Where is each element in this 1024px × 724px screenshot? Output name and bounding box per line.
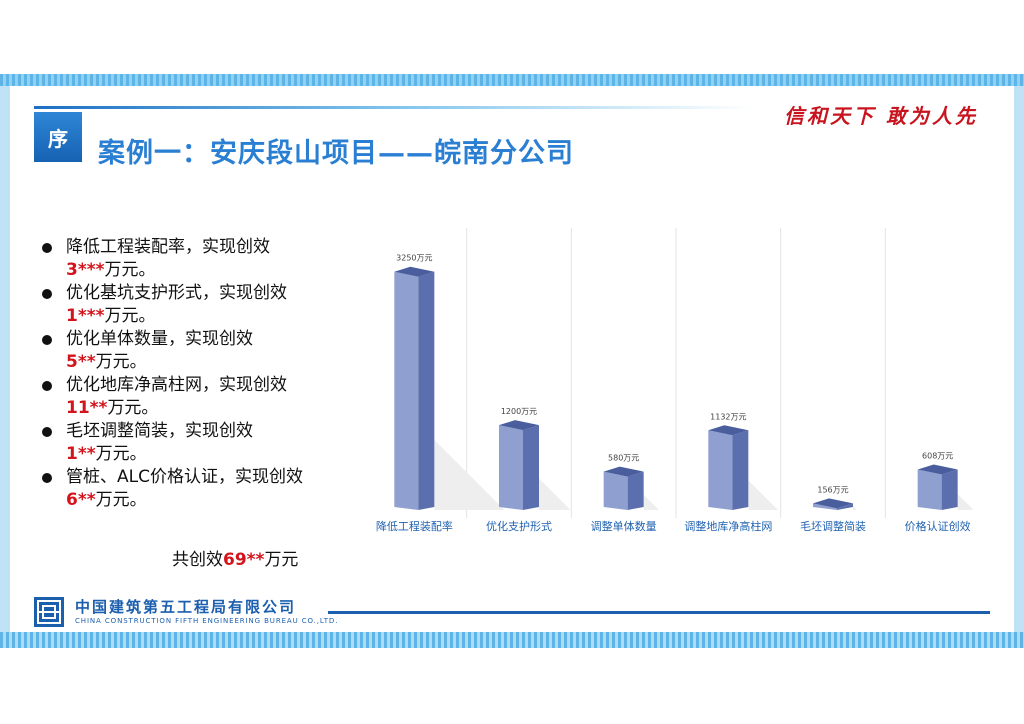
footer-divider [328, 611, 990, 614]
slogan: 信和天下 敢为人先 [784, 104, 978, 128]
bar-top [917, 464, 958, 475]
list-item: 优化单体数量，实现创效 5**万元。 [40, 328, 310, 374]
bar [917, 469, 942, 510]
company-name-cn: 中国建筑第五工程局有限公司 [75, 598, 297, 616]
bullet-value: 3*** [66, 260, 105, 280]
bar-top [813, 498, 853, 509]
bullet-icon [42, 243, 52, 253]
bar-top [394, 266, 435, 277]
bullet-value: 6** [66, 490, 96, 510]
category-label: 优化支护形式 [486, 519, 552, 533]
bullet-unit: 万元。 [104, 260, 156, 280]
category-label: 降低工程装配率 [376, 519, 453, 533]
bullet-text: 毛坯调整简装，实现创效 [66, 421, 253, 441]
bar-shadow [643, 494, 659, 510]
list-item: 毛坯调整简装，实现创效 1**万元。 [40, 420, 310, 466]
bar-shadow [539, 478, 571, 510]
bar [499, 425, 523, 510]
bottom-border [0, 632, 1024, 648]
bullet-text: 降低工程装配率，实现创效 [66, 237, 270, 257]
category-label: 价格认证创效 [905, 519, 971, 533]
right-border [1014, 86, 1024, 632]
bullet-text: 管桩、ALC价格认证，实现创效 [66, 467, 303, 487]
left-border [0, 86, 10, 632]
total-savings: 共创效69**万元 [172, 545, 298, 570]
header-divider [34, 106, 754, 109]
bar-top [499, 420, 539, 431]
bar [394, 271, 419, 510]
total-unit: 万元 [264, 550, 299, 570]
bar-shadow [957, 494, 974, 510]
bar-side [418, 271, 435, 510]
list-item: 优化地库净高柱网，实现创效 11**万元。 [40, 374, 310, 420]
savings-bar-chart: 3250万元降低工程装配率 1200万元优化支护形式 580万元调整单体数量 1132… [362, 228, 990, 548]
category-label: 调整单体数量 [591, 519, 657, 533]
bullet-unit: 万元。 [95, 352, 147, 372]
company-name-en: CHINA CONSTRUCTION FIFTH ENGINEERING BUR… [75, 617, 339, 625]
bar-shadow [434, 440, 505, 510]
bullet-icon [42, 427, 52, 437]
bullet-icon [42, 289, 52, 299]
bullet-value: 1*** [66, 306, 105, 326]
bullet-text: 优化单体数量，实现创效 [66, 329, 253, 349]
bar-shadow [853, 505, 858, 510]
bar [603, 471, 628, 510]
list-item: 管桩、ALC价格认证，实现创效 6**万元。 [40, 466, 310, 512]
data-label: 1200万元 [501, 407, 537, 416]
bar [813, 503, 837, 510]
bar-side [941, 469, 958, 510]
bar-side [627, 471, 644, 510]
bullet-unit: 万元。 [104, 306, 156, 326]
bullet-value: 5** [66, 352, 96, 372]
category-label: 毛坯调整简装 [800, 519, 866, 533]
bar-top [603, 466, 644, 477]
list-item: 降低工程装配率，实现创效 3***万元。 [40, 236, 310, 282]
bullet-text: 优化地库净高柱网，实现创效 [66, 375, 287, 395]
bar-shadow [748, 480, 778, 510]
slide-canvas [10, 86, 1014, 632]
bullet-list: 降低工程装配率，实现创效 3***万元。 优化基坑支护形式，实现创效1***万元。… [40, 236, 310, 512]
bullet-unit: 万元。 [95, 444, 147, 464]
bar [708, 430, 733, 510]
bar-side [837, 503, 853, 510]
bullet-value: 11** [66, 398, 108, 418]
bar-side [732, 430, 749, 510]
bar-top [708, 425, 749, 436]
data-label: 608万元 [922, 451, 953, 460]
category-label: 调整地库净高柱网 [684, 519, 772, 533]
bar-side [523, 425, 539, 510]
data-label: 1132万元 [710, 412, 746, 421]
bullet-icon [42, 335, 52, 345]
bullet-icon [42, 381, 52, 391]
data-label: 3250万元 [396, 254, 432, 263]
slide-title: 案例一：安庆段山项目——皖南分公司 [98, 138, 574, 169]
total-value: 69** [223, 550, 265, 570]
bullet-value: 1** [66, 444, 96, 464]
cscec-logo-icon [34, 597, 64, 627]
data-label: 580万元 [608, 454, 639, 463]
top-border [0, 74, 1024, 86]
total-prefix: 共创效 [172, 550, 223, 570]
bullet-text: 优化基坑支护形式，实现创效 [66, 283, 287, 303]
bullet-unit: 万元。 [95, 490, 147, 510]
list-item: 优化基坑支护形式，实现创效 1***万元。 [40, 282, 310, 328]
data-label: 156万元 [817, 485, 848, 494]
section-badge: 序 [34, 112, 82, 162]
bullet-unit: 万元。 [107, 398, 159, 418]
bullet-icon [42, 473, 52, 483]
